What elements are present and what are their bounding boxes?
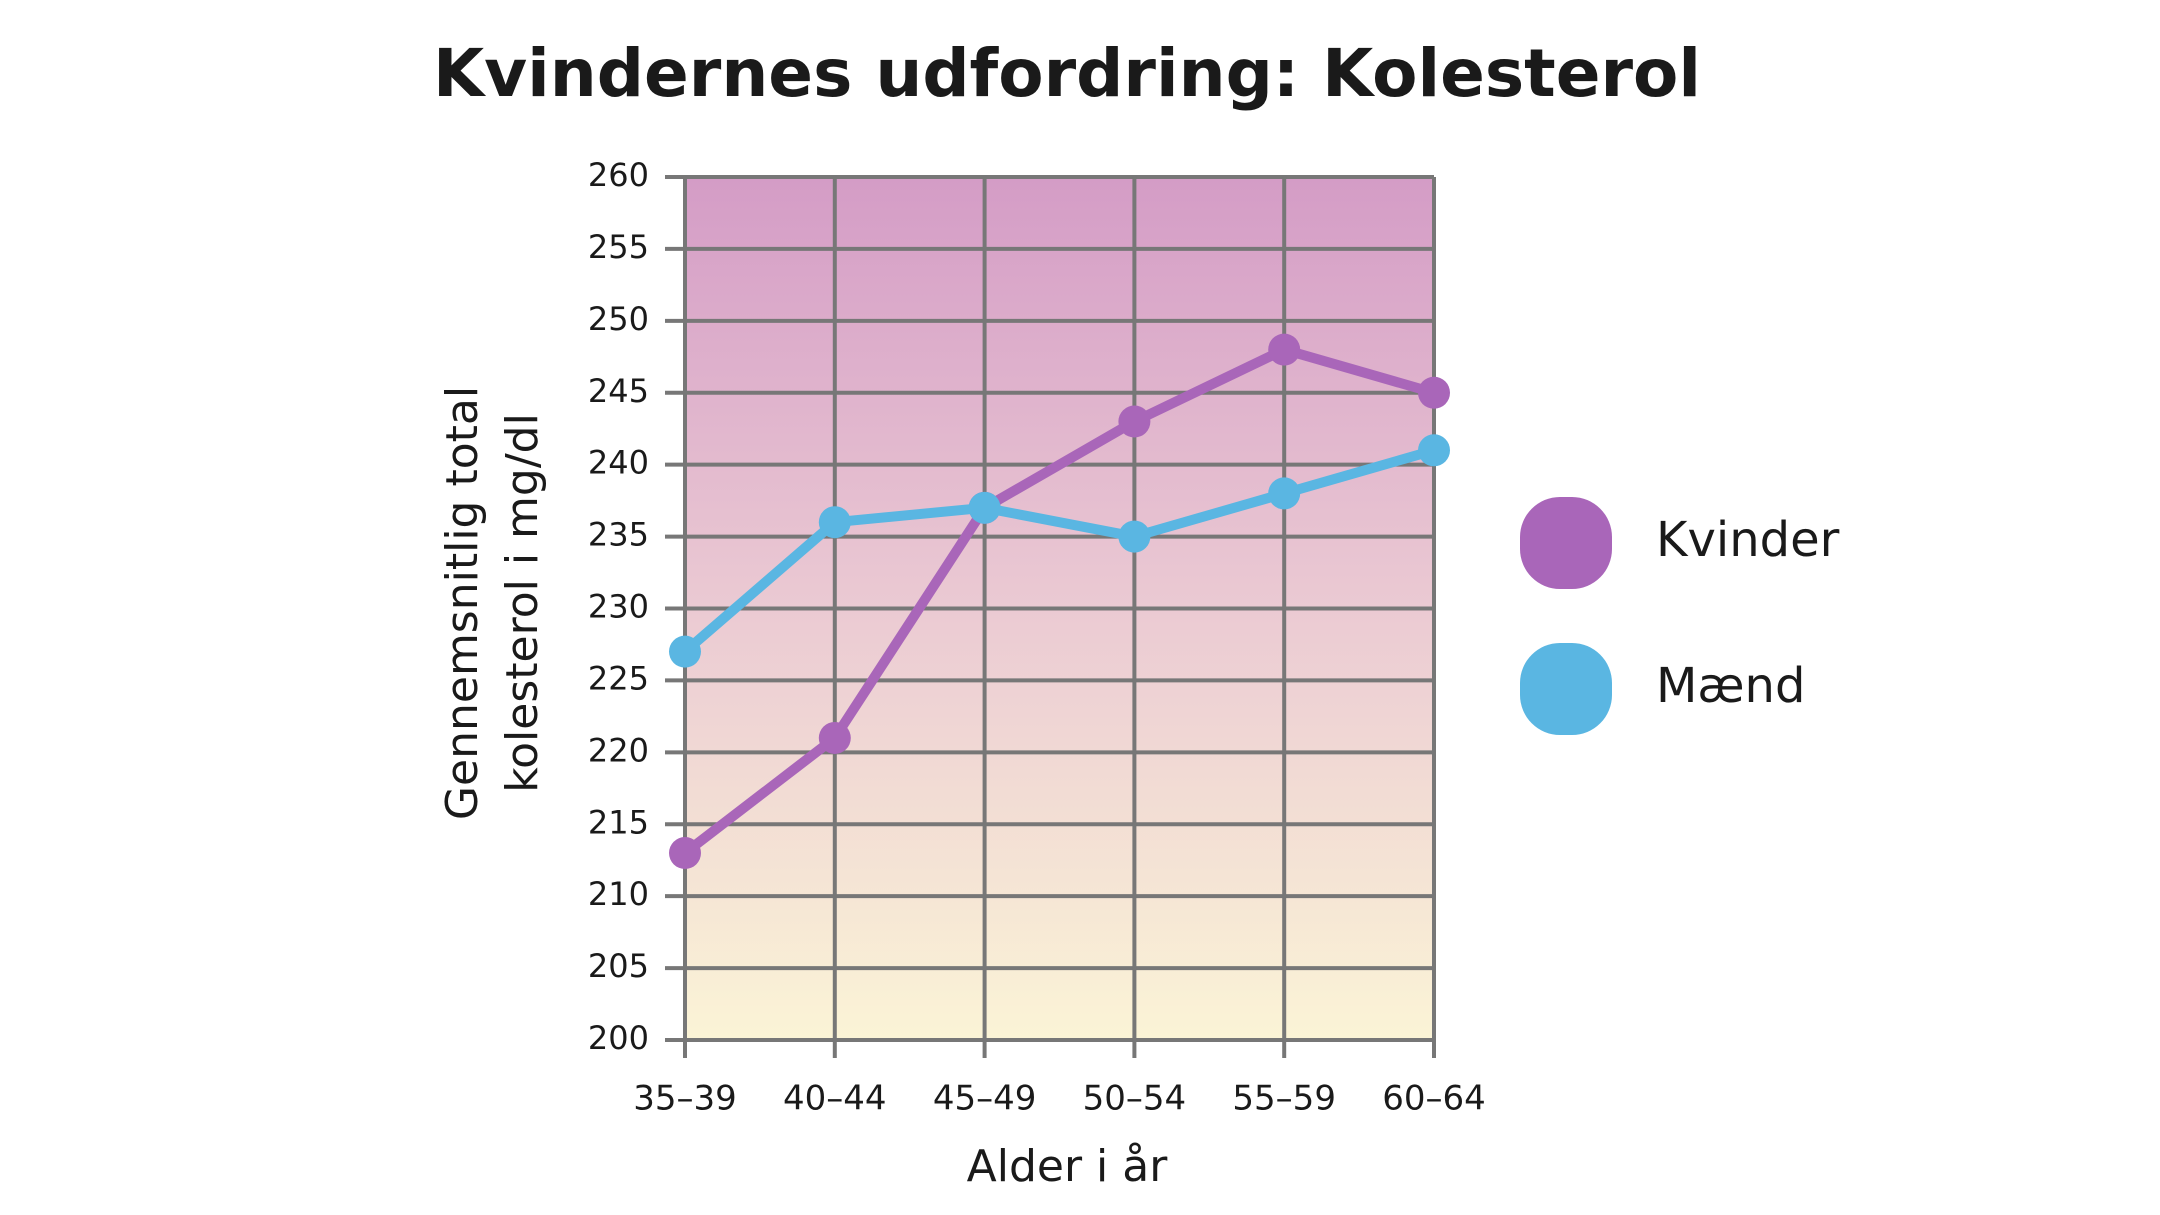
x-tick-label: 55–59 [1232, 1079, 1336, 1119]
y-tick-label: 245 [588, 372, 649, 410]
y-axis-label-line: kolesterol i mg/dl [497, 413, 548, 793]
y-tick-label: 230 [588, 588, 649, 626]
y-tick-label: 250 [588, 300, 649, 338]
y-tick-label: 235 [588, 516, 649, 554]
series-line [681, 445, 1436, 656]
data-point [669, 837, 701, 870]
y-tick-label: 255 [588, 228, 649, 266]
data-point [818, 506, 851, 539]
data-point [1118, 405, 1151, 438]
x-axis-label: Alder i år [967, 1141, 1169, 1192]
x-tick-label: 50–54 [1083, 1079, 1187, 1119]
data-point [818, 721, 851, 754]
y-tick-label: 200 [588, 1019, 649, 1057]
x-tick-label: 35–39 [633, 1079, 737, 1119]
data-point [669, 635, 701, 668]
y-tick-label: 240 [588, 444, 649, 482]
series-line [681, 344, 1436, 857]
legend-swatch [1520, 643, 1612, 735]
y-axis-label-line: Gennemsnitlig total [437, 386, 488, 820]
data-point [968, 491, 1001, 524]
y-tick-label: 205 [588, 947, 649, 985]
y-tick-label: 220 [588, 731, 649, 769]
x-tick-label: 40–44 [783, 1079, 887, 1119]
data-point [1268, 333, 1301, 366]
y-tick-label: 210 [588, 875, 649, 913]
data-point [1418, 376, 1450, 409]
data-point [1118, 520, 1151, 553]
legend-swatch [1520, 497, 1612, 589]
x-tick-label: 60–64 [1382, 1079, 1486, 1119]
legend-label: Mænd [1656, 658, 1805, 714]
y-tick-label: 225 [588, 659, 649, 697]
legend-label: Kvinder [1656, 512, 1840, 568]
x-tick-label: 45–49 [933, 1079, 1037, 1119]
data-point [1418, 434, 1450, 467]
data-point [1268, 477, 1301, 510]
y-tick-label: 215 [588, 803, 649, 841]
y-tick-label: 260 [588, 156, 649, 194]
y-axis-label: Gennemsnitlig total kolesterol i mg/dl [437, 386, 548, 820]
chart-title: Kvindernes udfordring: Kolesterol [433, 35, 1701, 112]
